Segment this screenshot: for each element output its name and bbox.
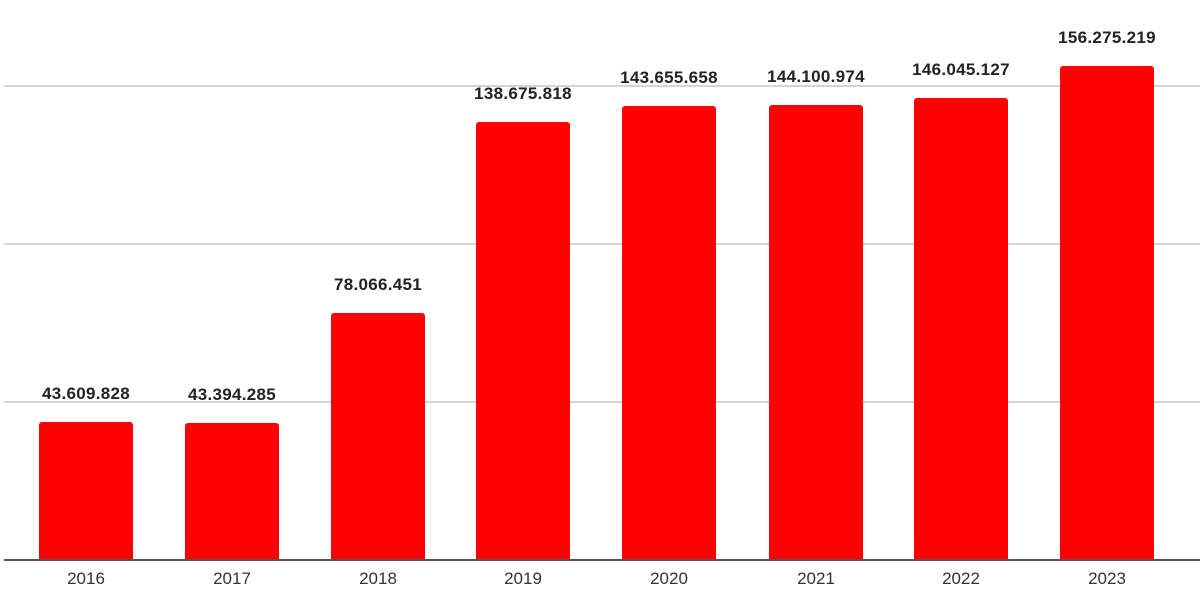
value-label-2023: 156.275.219 — [1058, 28, 1156, 47]
x-axis-line — [4, 559, 1200, 561]
x-tick-label: 2018 — [359, 569, 397, 588]
gridline — [4, 85, 1200, 87]
bar-2023 — [1060, 66, 1154, 560]
bar-2016 — [39, 422, 133, 560]
bar-2018 — [331, 313, 425, 560]
value-label-2018: 78.066.451 — [333, 275, 423, 294]
bar-2020 — [622, 106, 716, 560]
bar-2022 — [914, 98, 1008, 560]
x-tick-label: 2020 — [650, 569, 688, 588]
x-tick-label: 2023 — [1088, 569, 1126, 588]
value-label-2019: 138.675.818 — [474, 84, 572, 103]
value-label-2016: 43.609.828 — [41, 384, 131, 403]
bar-2019 — [476, 122, 570, 560]
value-label-2022: 146.045.127 — [912, 60, 1010, 79]
value-label-2020: 143.655.658 — [620, 68, 718, 87]
bar-2017 — [185, 423, 279, 560]
value-label-2021: 144.100.974 — [767, 67, 865, 86]
bar-2021 — [769, 105, 863, 560]
x-tick-label: 2022 — [942, 569, 980, 588]
x-tick-label: 2016 — [67, 569, 105, 588]
value-label-2017: 43.394.285 — [187, 385, 277, 404]
gridline — [4, 401, 1200, 403]
gridline — [4, 243, 1200, 245]
x-tick-label: 2021 — [797, 569, 835, 588]
x-tick-label: 2017 — [213, 569, 251, 588]
x-tick-label: 2019 — [504, 569, 542, 588]
